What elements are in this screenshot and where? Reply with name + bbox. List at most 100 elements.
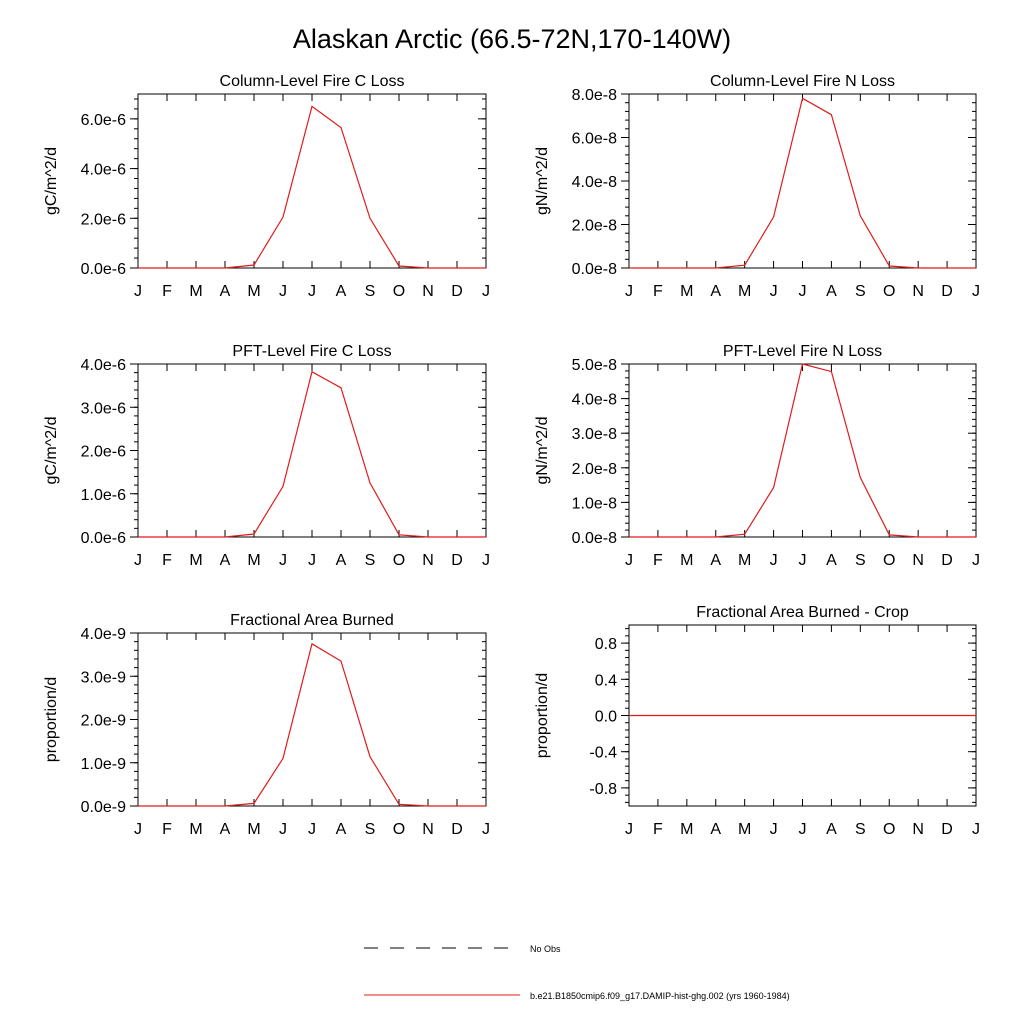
- y-tick-label: 2.0e-6: [81, 444, 126, 461]
- y-tick-label: -0.8: [589, 781, 617, 798]
- x-tick-label: M: [738, 821, 751, 838]
- y-axis-label: proportion/d: [534, 673, 551, 758]
- x-tick-label: A: [826, 821, 837, 838]
- x-tick-label: A: [710, 821, 721, 838]
- x-tick-label: J: [279, 552, 287, 569]
- x-tick-label: J: [625, 821, 633, 838]
- y-axis-label: gC/m^2/d: [43, 147, 60, 215]
- x-tick-label: J: [972, 821, 980, 838]
- y-axis-label: proportion/d: [43, 677, 60, 762]
- x-tick-label: F: [162, 821, 172, 838]
- x-tick-label: M: [189, 283, 202, 300]
- y-axis-label: gN/m^2/d: [534, 417, 551, 485]
- y-tick-label: 2.0e-9: [81, 713, 126, 730]
- y-tick-label: 0.0e-6: [81, 530, 126, 547]
- y-tick-label: 2.0e-8: [572, 461, 617, 478]
- legend-label-2: b.e21.B1850cmip6.f09_g17.DAMIP-hist-ghg.…: [530, 991, 790, 1001]
- x-tick-label: M: [247, 821, 260, 838]
- x-tick-label: S: [855, 283, 866, 300]
- x-tick-label: M: [247, 552, 260, 569]
- chart-panel-6: Fractional Area Burned - Crop proportion/…: [534, 604, 980, 838]
- x-tick-label: F: [162, 283, 172, 300]
- x-tick-label: M: [680, 283, 693, 300]
- x-tick-label: A: [710, 552, 721, 569]
- x-tick-label: A: [336, 821, 347, 838]
- x-tick-label: A: [220, 552, 231, 569]
- panel-title: Fractional Area Burned - Crop: [696, 604, 909, 621]
- x-tick-label: N: [912, 821, 924, 838]
- x-tick-label: M: [189, 821, 202, 838]
- x-tick-label: N: [912, 283, 924, 300]
- y-tick-label: 4.0e-8: [572, 392, 617, 409]
- x-tick-label: N: [422, 283, 434, 300]
- x-tick-label: J: [482, 283, 490, 300]
- plot-frame: [628, 363, 977, 538]
- y-tick-label: 4.0e-6: [81, 357, 126, 374]
- x-tick-label: J: [279, 821, 287, 838]
- y-tick-label: 8.0e-8: [572, 87, 617, 104]
- y-tick-label: 6.0e-8: [572, 131, 617, 148]
- x-tick-label: A: [336, 283, 347, 300]
- x-tick-label: J: [770, 821, 778, 838]
- x-tick-label: J: [972, 283, 980, 300]
- plot-frame: [137, 363, 487, 538]
- x-tick-label: N: [422, 821, 434, 838]
- y-axis-label: gC/m^2/d: [43, 417, 60, 485]
- x-tick-label: D: [941, 283, 953, 300]
- y-tick-label: 4.0e-9: [81, 626, 126, 643]
- y-tick-label: 1.0e-8: [572, 495, 617, 512]
- x-tick-label: A: [826, 552, 837, 569]
- x-tick-label: M: [189, 552, 202, 569]
- x-tick-label: F: [653, 552, 663, 569]
- y-tick-label: 0.0: [595, 709, 617, 726]
- x-tick-label: J: [799, 552, 807, 569]
- y-tick-label: 1.0e-6: [81, 487, 126, 504]
- x-tick-label: J: [799, 821, 807, 838]
- y-axis-label: gN/m^2/d: [534, 147, 551, 215]
- series-line: [629, 363, 976, 538]
- panel-title: PFT-Level Fire C Loss: [232, 343, 391, 360]
- panel-title: PFT-Level Fire N Loss: [723, 343, 882, 360]
- series-line: [138, 370, 486, 538]
- series-line: [629, 97, 976, 269]
- x-tick-label: D: [451, 283, 463, 300]
- x-tick-label: M: [738, 283, 751, 300]
- x-tick-label: D: [941, 821, 953, 838]
- x-tick-label: S: [855, 821, 866, 838]
- x-tick-label: O: [393, 821, 405, 838]
- x-tick-label: O: [393, 552, 405, 569]
- y-tick-label: 3.0e-9: [81, 669, 126, 686]
- y-tick-label: 4.0e-8: [572, 174, 617, 191]
- y-tick-label: 0.0e-8: [572, 261, 617, 278]
- series-line: [138, 642, 486, 807]
- x-tick-label: F: [162, 552, 172, 569]
- x-tick-label: A: [220, 283, 231, 300]
- x-tick-label: J: [134, 821, 142, 838]
- y-tick-label: 2.0e-6: [81, 211, 126, 228]
- x-tick-label: A: [826, 283, 837, 300]
- x-tick-label: J: [308, 821, 316, 838]
- x-tick-label: J: [308, 283, 316, 300]
- x-tick-label: A: [710, 283, 721, 300]
- x-tick-label: J: [770, 283, 778, 300]
- x-tick-label: J: [770, 552, 778, 569]
- y-tick-label: 0.4: [595, 672, 617, 689]
- x-tick-label: F: [653, 821, 663, 838]
- panel-title: Column-Level Fire N Loss: [710, 73, 895, 90]
- y-tick-label: 0.0e-6: [81, 261, 126, 278]
- x-tick-label: J: [308, 552, 316, 569]
- x-tick-label: D: [941, 552, 953, 569]
- y-tick-label: -0.4: [589, 745, 617, 762]
- legend-label-1: No Obs: [530, 944, 561, 954]
- y-tick-label: 3.0e-8: [572, 426, 617, 443]
- x-tick-label: J: [799, 283, 807, 300]
- y-tick-label: 0.8: [595, 636, 617, 653]
- series-line: [138, 105, 486, 269]
- panel-title: Column-Level Fire C Loss: [220, 73, 405, 90]
